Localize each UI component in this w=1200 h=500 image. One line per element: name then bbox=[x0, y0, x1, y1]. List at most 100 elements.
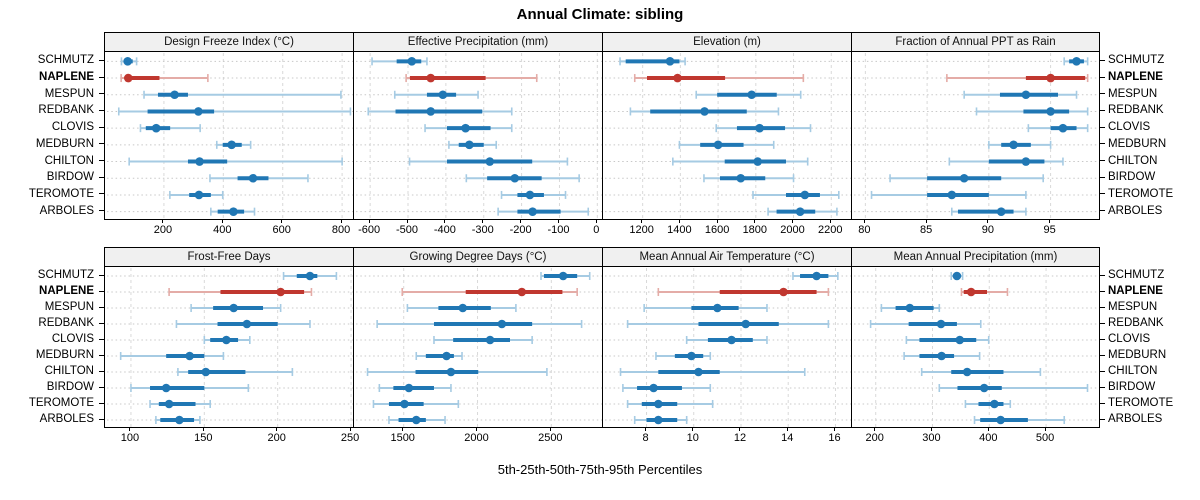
x-tick bbox=[930, 427, 932, 431]
series-clovis bbox=[1027, 123, 1089, 133]
series-chilton bbox=[948, 157, 1064, 166]
series-redbank bbox=[117, 107, 352, 116]
x-tick-label: 500 bbox=[1035, 432, 1055, 444]
series-teromote bbox=[752, 190, 840, 200]
site-label-right-schmutz: SCHMUTZ bbox=[1108, 54, 1165, 67]
x-tick bbox=[792, 219, 794, 223]
series-naplene bbox=[657, 287, 830, 297]
series-naplene bbox=[405, 73, 538, 83]
series-mespun bbox=[406, 303, 517, 313]
x-tick-label: 1400 bbox=[667, 224, 692, 236]
site-label-clovis: CLOVIS bbox=[51, 333, 94, 345]
series-clovis bbox=[685, 335, 768, 345]
median-dot bbox=[446, 367, 456, 377]
site-label-arboles: ARBOLES bbox=[39, 413, 94, 425]
median-dot bbox=[426, 73, 436, 83]
site-label-right-teromote: TEROMOTE bbox=[1108, 397, 1174, 409]
series-mespun bbox=[695, 90, 802, 100]
site-label-right-birdow: BIRDOW bbox=[1108, 171, 1156, 184]
x-tick-label: 200 bbox=[153, 224, 173, 236]
x-tick-label: 800 bbox=[331, 224, 351, 236]
site-label-right-clovis: CLOVIS bbox=[1108, 333, 1151, 345]
y-tick bbox=[99, 193, 104, 195]
series-birdow bbox=[209, 173, 309, 183]
series-schmutz bbox=[950, 271, 964, 281]
strip-fraction-of-annual-ppt-as-rain: Fraction of Annual PPT as Rain bbox=[851, 32, 1100, 52]
x-tick bbox=[202, 427, 204, 431]
median-dot bbox=[525, 190, 535, 200]
x-tick bbox=[645, 427, 646, 431]
median-dot bbox=[411, 415, 421, 425]
median-dot bbox=[962, 367, 972, 377]
median-dot bbox=[201, 367, 211, 377]
y-tick bbox=[1100, 143, 1105, 145]
x-tick bbox=[276, 427, 278, 431]
series-arboles bbox=[973, 415, 1066, 425]
median-dot bbox=[966, 287, 976, 297]
y-tick bbox=[99, 143, 104, 145]
site-label-right-arboles: ARBOLES bbox=[1108, 204, 1163, 217]
series-arboles bbox=[388, 415, 446, 425]
x-tick bbox=[833, 427, 835, 431]
median-dot bbox=[665, 57, 675, 66]
y-tick bbox=[99, 370, 104, 372]
x-tick bbox=[874, 427, 876, 431]
y-tick bbox=[1100, 126, 1105, 128]
site-label-schmutz: SCHMUTZ bbox=[37, 269, 94, 281]
panel-mean-annual-air-temperature-c bbox=[602, 266, 852, 428]
site-label-teromote: TEROMOTE bbox=[28, 187, 94, 200]
x-tick-label: 1200 bbox=[629, 224, 654, 236]
y-tick bbox=[1100, 59, 1105, 61]
y-tick bbox=[99, 386, 104, 388]
series-birdow bbox=[378, 383, 452, 393]
x-tick-label: -600 bbox=[358, 224, 381, 236]
median-dot bbox=[1058, 123, 1068, 133]
median-dot bbox=[654, 399, 663, 409]
y-tick bbox=[99, 59, 104, 61]
median-dot bbox=[465, 140, 474, 150]
x-tick-label: 1600 bbox=[704, 224, 730, 236]
series-schmutz bbox=[792, 271, 839, 281]
median-dot bbox=[229, 207, 238, 216]
site-label-redbank: REDBANK bbox=[38, 104, 94, 117]
median-dot bbox=[517, 287, 527, 297]
series-medburn bbox=[448, 140, 498, 150]
median-dot bbox=[1072, 57, 1081, 66]
x-tick-label: 600 bbox=[272, 224, 291, 236]
x-tick-label: 2000 bbox=[780, 224, 805, 236]
x-tick-label: 2200 bbox=[818, 224, 843, 236]
median-dot bbox=[747, 90, 756, 100]
site-label-medburn: MEDBURN bbox=[35, 349, 94, 361]
median-dot bbox=[558, 271, 568, 281]
x-tick bbox=[340, 219, 342, 223]
y-tick bbox=[99, 402, 104, 404]
median-dot bbox=[400, 399, 409, 409]
median-dot bbox=[497, 319, 507, 329]
series-redbank bbox=[975, 107, 1089, 116]
series-naplene bbox=[946, 73, 1089, 83]
y-tick bbox=[1100, 176, 1105, 178]
median-dot bbox=[305, 271, 315, 281]
series-schmutz bbox=[120, 57, 138, 66]
median-dot bbox=[800, 190, 810, 200]
panel-design-freeze-index-c bbox=[104, 51, 354, 220]
x-tick bbox=[557, 219, 559, 223]
median-dot bbox=[736, 173, 746, 183]
median-dot bbox=[979, 383, 989, 393]
series-arboles bbox=[210, 207, 256, 216]
site-label-right-arboles: ARBOLES bbox=[1108, 413, 1163, 425]
median-dot bbox=[194, 190, 204, 200]
y-tick bbox=[1100, 274, 1105, 276]
site-label-medburn: MEDBURN bbox=[35, 137, 94, 150]
site-label-schmutz: SCHMUTZ bbox=[37, 54, 94, 67]
site-label-clovis: CLOVIS bbox=[51, 121, 94, 134]
strip-growing-degree-days-c: Growing Degree Days (°C) bbox=[353, 247, 603, 267]
y-tick bbox=[99, 93, 104, 95]
median-dot bbox=[276, 287, 285, 297]
median-dot bbox=[779, 287, 788, 297]
x-tick bbox=[716, 219, 718, 223]
series-chilton bbox=[408, 157, 569, 166]
series-chilton bbox=[177, 367, 294, 377]
series-arboles bbox=[155, 415, 201, 425]
x-tick bbox=[129, 427, 131, 431]
